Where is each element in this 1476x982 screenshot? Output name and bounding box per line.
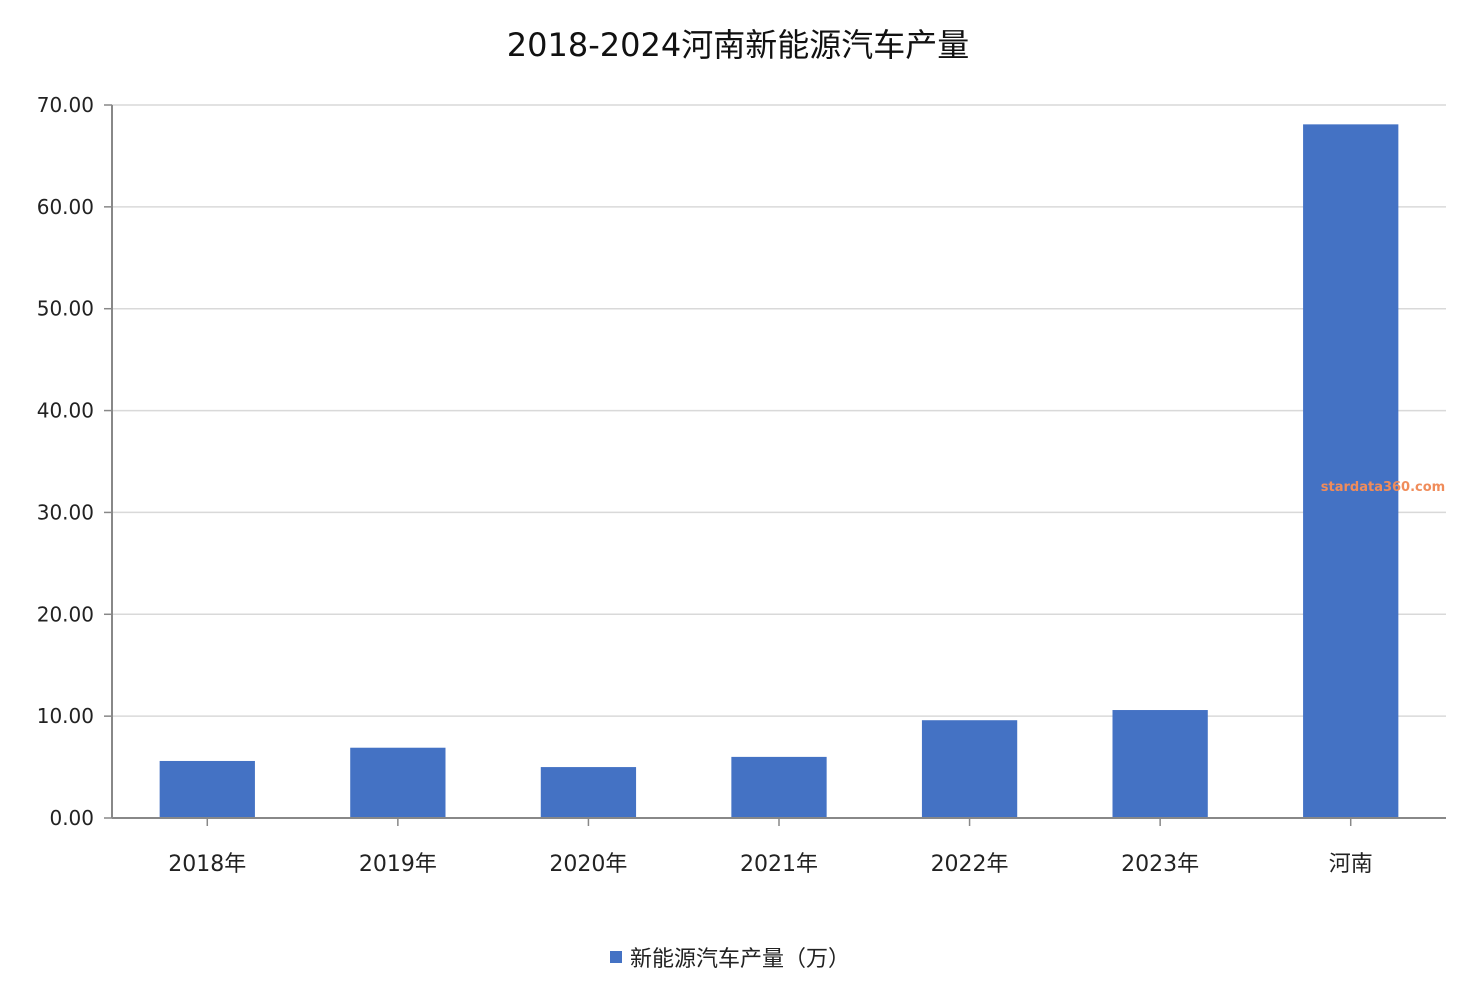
y-tick-label-7: 70.00 <box>37 93 94 117</box>
axes <box>111 105 1446 826</box>
x-tick-label-5: 2023年 <box>1121 852 1199 877</box>
bar-4 <box>921 720 1018 818</box>
chart-title: 2018-2024河南新能源汽车产量 <box>507 26 969 64</box>
legend: 新能源汽车产量（万） <box>610 947 850 972</box>
bar-0 <box>159 760 255 818</box>
bar-3 <box>731 756 827 818</box>
x-tick-label-4: 2022年 <box>931 852 1009 877</box>
x-tick-label-6: 河南 <box>1329 852 1373 877</box>
y-tick-label-4: 40.00 <box>37 399 94 423</box>
gridlines <box>104 104 1446 819</box>
y-tick-label-2: 20.00 <box>37 602 94 626</box>
legend-swatch <box>610 951 622 963</box>
y-tick-label-1: 10.00 <box>37 704 94 728</box>
bar-1 <box>350 747 446 818</box>
x-tick-label-1: 2019年 <box>359 852 437 877</box>
bar-6 <box>1303 124 1399 819</box>
watermark-text: stardata360.com <box>1321 480 1445 495</box>
bars <box>159 124 1399 819</box>
legend-label: 新能源汽车产量（万） <box>630 947 850 972</box>
x-tick-label-2: 2020年 <box>549 852 627 877</box>
x-tick-label-0: 2018年 <box>168 852 246 877</box>
x-axis-tick-labels: 2018年 2019年 2020年 2021年 2022年 2023年 河南 <box>168 852 1372 877</box>
y-tick-label-5: 50.00 <box>37 297 94 321</box>
y-tick-label-0: 0.00 <box>49 806 94 830</box>
y-tick-label-3: 30.00 <box>37 500 94 524</box>
y-tick-label-6: 60.00 <box>37 195 94 219</box>
bar-5 <box>1112 710 1208 818</box>
x-tick-label-3: 2021年 <box>740 852 818 877</box>
bar-2 <box>540 767 637 818</box>
y-axis-tick-labels: 0.00 10.00 20.00 30.00 40.00 50.00 60.00 70.00 <box>37 93 94 830</box>
